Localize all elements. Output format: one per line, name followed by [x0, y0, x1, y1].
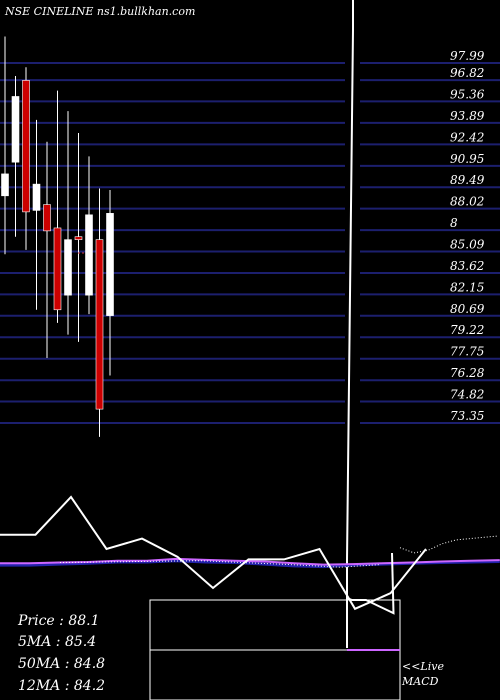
- candle-body: [74, 236, 83, 240]
- candle-body: [106, 213, 114, 316]
- price-tick-label: 96.82: [450, 66, 484, 80]
- macd-line-tail: [346, 552, 395, 615]
- price-readout: Price : 88.1: [18, 613, 100, 629]
- candle: [43, 141, 51, 358]
- candlestick-series: [1, 36, 114, 437]
- price-tick-label: 89.49: [450, 173, 485, 187]
- candle: [74, 132, 83, 342]
- candle-body: [95, 239, 104, 410]
- candle: [95, 188, 104, 437]
- price-tick-label: 83.62: [450, 259, 484, 273]
- price-tick-label: 82.15: [450, 280, 484, 294]
- price-tick-label: 8: [450, 216, 458, 230]
- price-tick-label: 95.36: [450, 87, 485, 101]
- macd-label: MACD: [402, 675, 439, 688]
- price-tick-label: 74.82: [450, 388, 484, 402]
- ma12-readout: 12MA : 84.2: [18, 678, 106, 694]
- macd-line: [0, 495, 427, 611]
- candle-body: [64, 239, 72, 296]
- candle-body: [11, 96, 20, 163]
- candle: [64, 111, 72, 335]
- candle: [106, 189, 114, 376]
- price-tick-label: 85.09: [450, 237, 485, 251]
- candle-body: [32, 183, 41, 211]
- price-tick-label: 73.35: [450, 409, 484, 423]
- candle: [11, 76, 20, 237]
- price-tick-label: 80.69: [450, 302, 485, 316]
- price-axis-labels: 97.99 96.82 95.36 93.89 92.42 90.95 89.49 88.02…: [450, 49, 485, 423]
- candle-body: [85, 214, 93, 296]
- candle: [53, 90, 62, 323]
- price-tick-label: 92.42: [450, 130, 484, 144]
- ma50-readout: 50MA : 84.8: [18, 656, 106, 672]
- price-tick-label: 76.28: [450, 366, 485, 380]
- candle: [85, 156, 93, 315]
- macd-series: [0, 495, 500, 615]
- ma5-readout: 5MA : 85.4: [18, 634, 97, 650]
- candle-body: [53, 227, 62, 311]
- macd-dotted-line-2: [59, 560, 381, 568]
- price-gridlines: [0, 62, 500, 424]
- price-tick-label: 77.75: [450, 345, 484, 359]
- candle-body: [1, 173, 9, 197]
- price-tick-label: 97.99: [450, 49, 485, 63]
- candle-body: [22, 80, 30, 213]
- candle: [1, 36, 9, 255]
- price-tick-label: 90.95: [450, 152, 484, 166]
- candle: [32, 119, 41, 310]
- price-tick-label: 79.22: [450, 323, 484, 337]
- candle: [22, 67, 30, 250]
- live-pointer-line: [346, 0, 354, 648]
- macd-dotted-line: [399, 535, 499, 554]
- candle-body: [43, 204, 51, 232]
- live-label: <<Live: [402, 660, 444, 673]
- price-tick-label: 88.02: [450, 195, 484, 209]
- price-tick-label: 93.89: [450, 109, 485, 123]
- site-title: NSE CINELINE ns1.bullkhan.com: [5, 5, 196, 18]
